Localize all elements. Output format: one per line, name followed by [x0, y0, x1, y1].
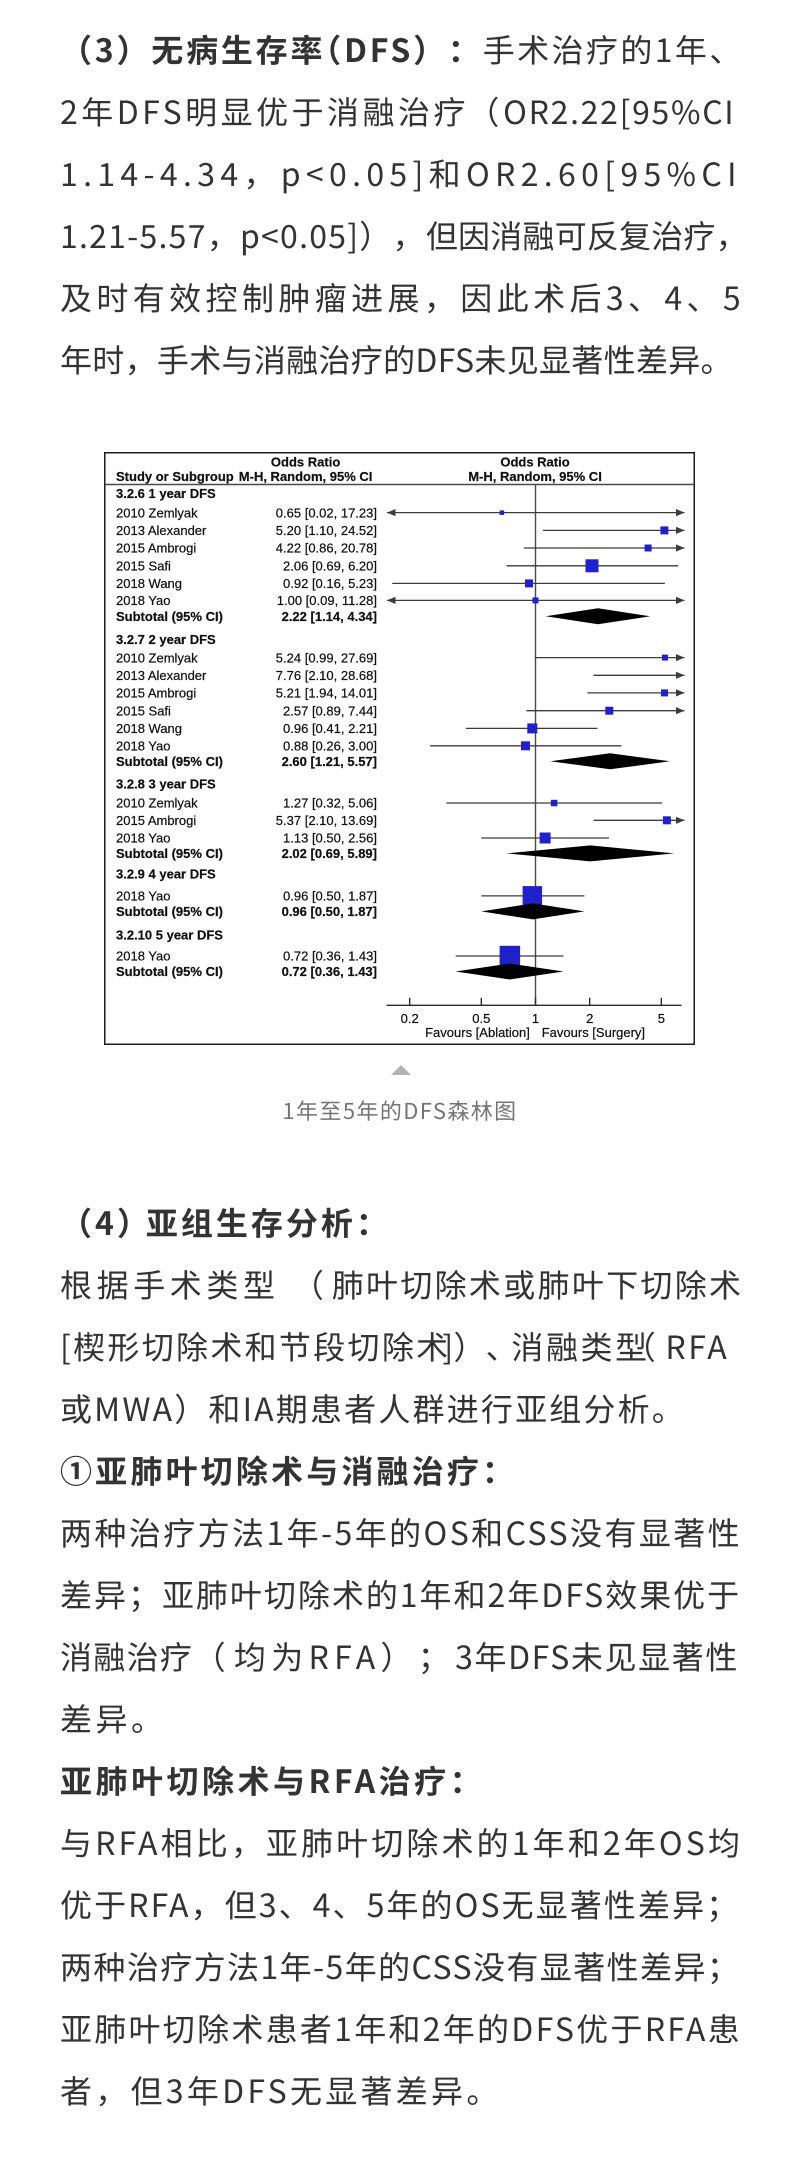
svg-text:2.06 [0.69, 6.20]: 2.06 [0.69, 6.20]: [283, 559, 377, 574]
svg-text:0.92 [0.16, 5.23]: 0.92 [0.16, 5.23]: [283, 576, 377, 591]
svg-text:2013 Alexander: 2013 Alexander: [116, 668, 207, 683]
svg-text:2015 Ambrogi: 2015 Ambrogi: [116, 541, 196, 556]
svg-text:Odds Ratio: Odds Ratio: [271, 455, 340, 470]
svg-text:Subtotal (95% CI): Subtotal (95% CI): [116, 846, 223, 861]
svg-text:Study or Subgroup: Study or Subgroup: [116, 469, 234, 484]
svg-text:1: 1: [532, 1011, 539, 1026]
svg-text:0.96 [0.50, 1.87]: 0.96 [0.50, 1.87]: [282, 904, 377, 919]
svg-text:3.2.6 1 year DFS: 3.2.6 1 year DFS: [116, 486, 216, 501]
svg-text:7.76 [2.10, 28.68]: 7.76 [2.10, 28.68]: [276, 668, 377, 683]
svg-text:2018 Yao: 2018 Yao: [116, 739, 170, 754]
svg-text:M-H, Random, 95% CI: M-H, Random, 95% CI: [239, 469, 373, 484]
svg-text:1.27 [0.32, 5.06]: 1.27 [0.32, 5.06]: [283, 796, 377, 811]
svg-text:4.22 [0.86, 20.78]: 4.22 [0.86, 20.78]: [276, 541, 377, 556]
svg-text:2013 Alexander: 2013 Alexander: [116, 523, 207, 538]
svg-text:0.96 [0.50, 1.87]: 0.96 [0.50, 1.87]: [283, 889, 377, 904]
svg-text:Subtotal (95% CI): Subtotal (95% CI): [116, 609, 223, 624]
svg-text:3.2.10 5 year DFS: 3.2.10 5 year DFS: [116, 927, 223, 942]
svg-text:2018 Wang: 2018 Wang: [116, 721, 182, 736]
svg-text:2.22 [1.14, 4.34]: 2.22 [1.14, 4.34]: [282, 609, 377, 624]
svg-text:5.37 [2.10, 13.69]: 5.37 [2.10, 13.69]: [276, 813, 377, 828]
svg-text:Favours [Ablation]: Favours [Ablation]: [425, 1025, 530, 1040]
svg-text:5: 5: [658, 1011, 665, 1026]
svg-text:2.57 [0.89, 7.44]: 2.57 [0.89, 7.44]: [283, 703, 377, 718]
svg-text:Favours [Surgery]: Favours [Surgery]: [542, 1025, 645, 1040]
svg-text:2: 2: [586, 1011, 593, 1026]
svg-text:2015 Ambrogi: 2015 Ambrogi: [116, 686, 196, 701]
svg-text:2015 Safi: 2015 Safi: [116, 703, 171, 718]
svg-text:5.21 [1.94, 14.01]: 5.21 [1.94, 14.01]: [276, 686, 377, 701]
svg-text:2.60 [1.21, 5.57]: 2.60 [1.21, 5.57]: [282, 754, 377, 769]
svg-text:M-H, Random, 95% CI: M-H, Random, 95% CI: [468, 469, 602, 484]
svg-text:3.2.8 3 year DFS: 3.2.8 3 year DFS: [116, 777, 216, 792]
svg-text:2015 Ambrogi: 2015 Ambrogi: [116, 813, 196, 828]
svg-text:1.00 [0.09, 11.28]: 1.00 [0.09, 11.28]: [277, 593, 377, 608]
svg-text:2018 Yao: 2018 Yao: [116, 889, 170, 904]
svg-text:2018 Yao: 2018 Yao: [116, 831, 170, 846]
svg-text:0.5: 0.5: [472, 1011, 490, 1026]
svg-text:2010 Zemlyak: 2010 Zemlyak: [116, 505, 198, 520]
svg-text:0.72 [0.36, 1.43]: 0.72 [0.36, 1.43]: [282, 964, 377, 979]
svg-text:0.96 [0.41, 2.21]: 0.96 [0.41, 2.21]: [283, 721, 377, 736]
svg-text:Odds Ratio: Odds Ratio: [500, 455, 569, 470]
svg-text:5.20 [1.10, 24.52]: 5.20 [1.10, 24.52]: [276, 523, 377, 538]
svg-text:0.88 [0.26, 3.00]: 0.88 [0.26, 3.00]: [283, 739, 377, 754]
svg-text:3.2.7 2 year DFS: 3.2.7 2 year DFS: [116, 632, 216, 647]
svg-text:0.72 [0.36, 1.43]: 0.72 [0.36, 1.43]: [283, 949, 377, 964]
svg-text:1.13 [0.50, 2.56]: 1.13 [0.50, 2.56]: [283, 831, 377, 846]
svg-text:2010 Zemlyak: 2010 Zemlyak: [116, 796, 198, 811]
svg-text:0.2: 0.2: [401, 1011, 419, 1026]
svg-text:2.02 [0.69, 5.89]: 2.02 [0.69, 5.89]: [282, 846, 377, 861]
svg-text:Subtotal (95% CI): Subtotal (95% CI): [116, 904, 223, 919]
svg-text:2018 Wang: 2018 Wang: [116, 576, 182, 591]
svg-text:Subtotal (95% CI): Subtotal (95% CI): [116, 964, 223, 979]
svg-text:2018 Yao: 2018 Yao: [116, 593, 170, 608]
svg-text:0.65 [0.02, 17.23]: 0.65 [0.02, 17.23]: [276, 505, 377, 520]
svg-text:2015 Safi: 2015 Safi: [116, 559, 171, 574]
svg-text:Subtotal (95% CI): Subtotal (95% CI): [116, 754, 223, 769]
svg-text:5.24 [0.99, 27.69]: 5.24 [0.99, 27.69]: [276, 650, 377, 665]
svg-text:3.2.9 4 year DFS: 3.2.9 4 year DFS: [116, 867, 216, 882]
svg-text:2010 Zemlyak: 2010 Zemlyak: [116, 650, 198, 665]
svg-text:2018 Yao: 2018 Yao: [116, 949, 170, 964]
